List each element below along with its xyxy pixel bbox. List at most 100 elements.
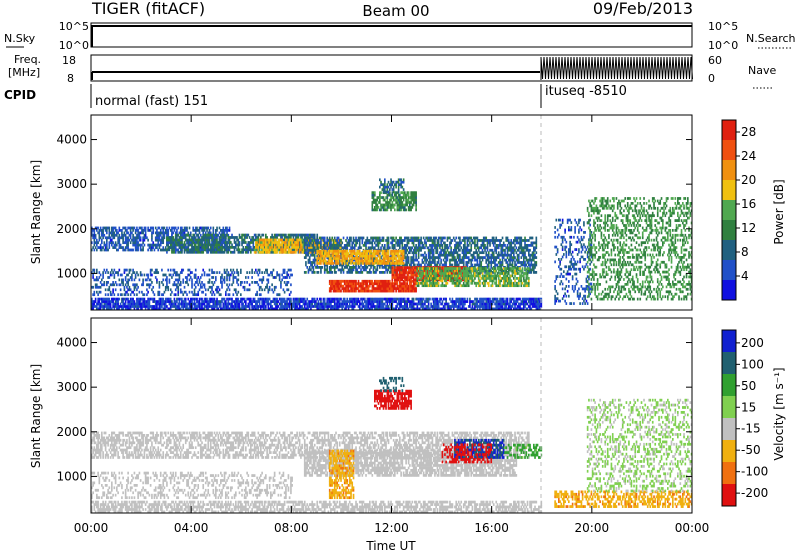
- heatmap-cell: [507, 305, 510, 308]
- heatmap-cell: [232, 307, 235, 311]
- heatmap-cell: [461, 305, 464, 308]
- heatmap-cell: [276, 250, 278, 254]
- heatmap-cell: [405, 302, 407, 306]
- heatmap-cell: [152, 246, 155, 249]
- heatmap-cell: [216, 302, 218, 306]
- heatmap-cell: [330, 268, 332, 272]
- heatmap-cell: [382, 305, 385, 308]
- heatmap-cell: [268, 297, 271, 301]
- heatmap-cell: [370, 271, 372, 274]
- heatmap-cell: [501, 297, 504, 301]
- heatmap-cell: [504, 305, 506, 308]
- heatmap-cell: [101, 302, 103, 306]
- heatmap-cell: [506, 251, 509, 255]
- heatmap-cell: [409, 251, 411, 255]
- heatmap-cell: [480, 302, 483, 306]
- heatmap-cell: [466, 241, 469, 245]
- heatmap-cell: [91, 233, 93, 237]
- heatmap-cell: [374, 246, 376, 250]
- heatmap-cell: [172, 236, 175, 239]
- heatmap-cell: [226, 307, 228, 311]
- heatmap-cell: [174, 302, 177, 306]
- heatmap-cell: [137, 300, 139, 303]
- heatmap-cell: [122, 300, 124, 303]
- heatmap-cell: [470, 307, 473, 311]
- heatmap-cell: [159, 243, 162, 247]
- heatmap-cell: [432, 248, 435, 252]
- heatmap-cell: [399, 300, 401, 303]
- heatmap-cell: [233, 302, 236, 306]
- heatmap-cell: [501, 305, 504, 308]
- heatmap-cell: [106, 307, 108, 311]
- heatmap-cell: [356, 268, 359, 272]
- heatmap-cell: [199, 307, 202, 311]
- heatmap-cell: [451, 239, 454, 242]
- heatmap-cell: [243, 307, 246, 311]
- heatmap-cell: [425, 307, 427, 311]
- heatmap-cell: [333, 297, 336, 301]
- heatmap-cell: [189, 233, 192, 237]
- heatmap-cell: [114, 302, 117, 306]
- heatmap-cell: [144, 302, 147, 306]
- heatmap-cell: [265, 305, 267, 308]
- heatmap-cell: [302, 297, 305, 301]
- heatmap-cell: [485, 251, 488, 255]
- heatmap-cell: [518, 256, 520, 259]
- heatmap-cell: [480, 261, 483, 264]
- heatmap-cell: [487, 253, 490, 257]
- heatmap-cell: [215, 302, 217, 306]
- heatmap-cell: [365, 307, 367, 311]
- heatmap-cell: [266, 236, 268, 239]
- heatmap-cell: [174, 305, 177, 308]
- heatmap-cell: [345, 302, 347, 306]
- heatmap-cell: [225, 307, 227, 311]
- heatmap-cell: [429, 307, 431, 311]
- heatmap-cell: [226, 243, 228, 247]
- heatmap-cell: [415, 297, 417, 301]
- heatmap-cell: [241, 297, 243, 301]
- heatmap-cell: [276, 305, 278, 308]
- heatmap-cell: [323, 307, 326, 311]
- heatmap-cell: [459, 244, 461, 247]
- heatmap-cell: [380, 297, 382, 301]
- heatmap-cell: [108, 305, 111, 308]
- heatmap-cell: [495, 302, 498, 306]
- heatmap-cell: [332, 300, 335, 303]
- heatmap-cell: [410, 307, 412, 311]
- heatmap-cell: [164, 300, 167, 303]
- heatmap-cell: [106, 297, 108, 301]
- heatmap-cell: [539, 307, 541, 311]
- heatmap-cell: [487, 300, 490, 303]
- heatmap-cell: [262, 307, 265, 311]
- heatmap-cell: [509, 307, 511, 311]
- heatmap-cell: [494, 261, 496, 264]
- heatmap-cell: [94, 305, 97, 308]
- heatmap-cell: [518, 258, 520, 262]
- heatmap-cell: [241, 236, 243, 239]
- heatmap-cell: [411, 300, 414, 303]
- heatmap-cell: [98, 307, 101, 311]
- heatmap-cell: [313, 261, 316, 264]
- heatmap-cell: [178, 305, 181, 308]
- heatmap-cell: [93, 233, 96, 237]
- heatmap-cell: [138, 233, 141, 237]
- heatmap-cell: [348, 244, 351, 247]
- heatmap-cell: [147, 305, 149, 308]
- heatmap-cell: [444, 305, 446, 308]
- heatmap-cell: [177, 297, 180, 301]
- heatmap-cell: [258, 302, 261, 306]
- heatmap-cell: [535, 300, 538, 303]
- heatmap-cell: [257, 300, 260, 303]
- heatmap-cell: [164, 302, 167, 306]
- heatmap-cell: [176, 236, 178, 239]
- heatmap-cell: [470, 261, 473, 264]
- heatmap-cell: [328, 305, 331, 308]
- heatmap-cell: [520, 236, 523, 240]
- heatmap-cell: [332, 307, 335, 311]
- heatmap-cell: [476, 307, 479, 311]
- heatmap-cell: [184, 300, 187, 303]
- heatmap-cell: [163, 305, 166, 308]
- heatmap-cell: [449, 261, 451, 264]
- heatmap-cell: [114, 246, 117, 249]
- heatmap-cell: [505, 300, 508, 303]
